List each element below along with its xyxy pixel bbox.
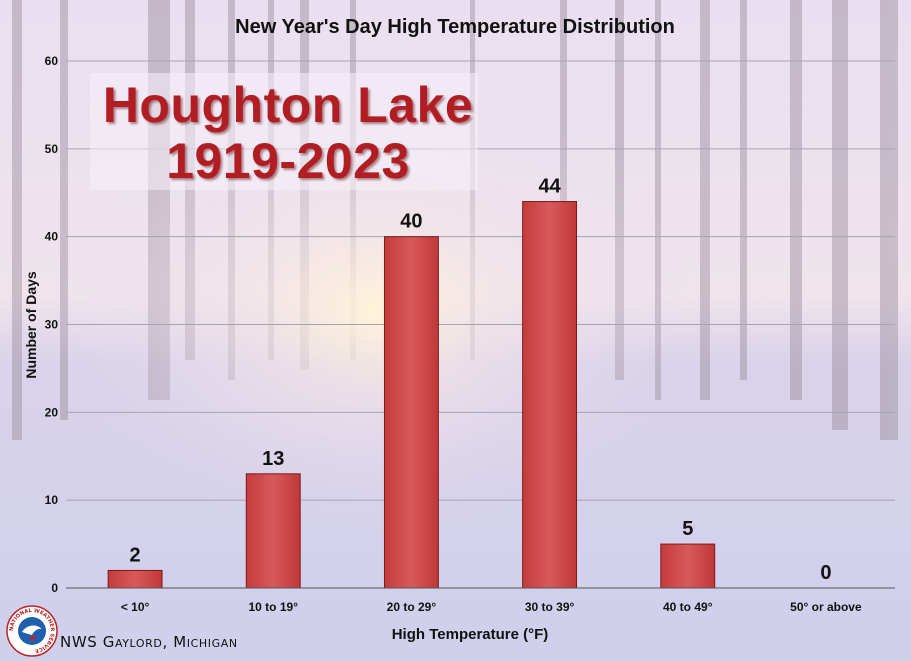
nws-logo-icon: NATIONAL WEATHER SERVICE <box>6 605 58 657</box>
annotation-box <box>90 73 478 190</box>
y-tick-label: 0 <box>51 581 58 595</box>
data-labels: 2 13 40 44 5 0 <box>130 176 832 584</box>
y-axis-ticks: 0 10 20 30 40 50 60 <box>45 54 59 595</box>
y-axis-label: Number of Days <box>23 271 39 379</box>
annotation-station: Houghton Lake <box>102 77 474 133</box>
bar <box>245 473 301 589</box>
chart-title: New Year's Day High Temperature Distribu… <box>235 16 675 38</box>
y-tick-label: 40 <box>45 230 59 244</box>
bar <box>522 201 578 589</box>
x-axis-label: High Temperature (°F) <box>392 626 549 643</box>
y-tick-label: 10 <box>45 493 59 507</box>
bar-value-label: 5 <box>682 518 693 540</box>
bars <box>107 201 716 589</box>
y-tick-label: 30 <box>45 318 59 332</box>
y-tick-label: 50 <box>45 142 59 156</box>
bar <box>107 569 163 589</box>
x-tick-label: 20 to 29° <box>387 600 437 614</box>
footer-credit: NWS Gaylord, Michigan <box>60 633 238 651</box>
bar-value-label: 40 <box>400 211 422 233</box>
bar-value-label: 13 <box>262 448 284 470</box>
x-tick-label: 10 to 19° <box>249 600 299 614</box>
bar-value-label: 2 <box>130 544 141 566</box>
annotation-years: 1919-2023 <box>166 133 410 189</box>
x-axis-ticks: < 10° 10 to 19° 20 to 29° 30 to 39° 40 to 49… <box>121 600 862 614</box>
bar-value-label: 0 <box>820 562 831 584</box>
x-tick-label: 30 to 39° <box>525 600 575 614</box>
bar-value-label: 44 <box>538 176 561 198</box>
bar <box>383 236 439 589</box>
x-tick-label: < 10° <box>121 600 150 614</box>
x-tick-label: 50° or above <box>790 600 862 614</box>
y-tick-label: 20 <box>45 405 59 419</box>
y-tick-label: 60 <box>45 54 59 68</box>
bar <box>660 543 716 589</box>
x-tick-label: 40 to 49° <box>663 600 713 614</box>
